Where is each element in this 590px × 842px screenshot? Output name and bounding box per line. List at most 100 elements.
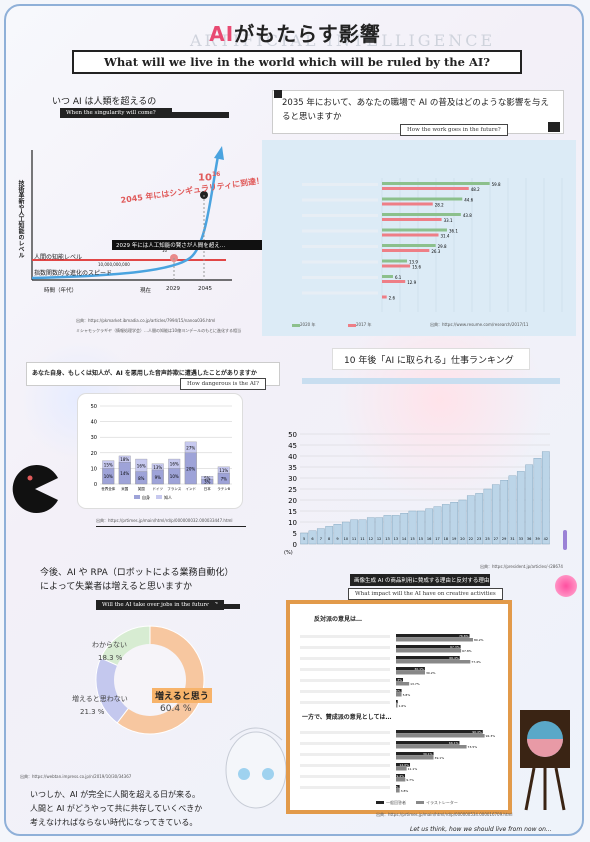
rank-bar-value: 27 bbox=[494, 537, 498, 541]
bar-illustrator bbox=[396, 704, 398, 708]
ranking-source: 出典：https://president.jp/articles/-/28674 bbox=[480, 564, 563, 569]
work-source: 出典：https://www.resume.com/research/2017/… bbox=[430, 322, 529, 327]
bar-label-friend: 15% bbox=[104, 463, 113, 468]
work-legend-2017: 2017 年 bbox=[356, 322, 372, 327]
category-label-placeholder bbox=[302, 229, 378, 233]
bar-label-self: 3% bbox=[204, 480, 211, 485]
bar-value: 13.9 bbox=[409, 260, 418, 265]
rank-bar-value: 36 bbox=[527, 537, 531, 541]
imagegen-chart: 76.6% 80.2% 67.3%67.8%66.4% 77.4% 30.1%30.2%… bbox=[300, 634, 495, 804]
bar-2017 bbox=[382, 249, 430, 252]
bar-value: 66.1% bbox=[449, 741, 459, 745]
rank-bar bbox=[333, 523, 342, 545]
rank-bar-value: 5 bbox=[303, 537, 305, 541]
singularity-tag: When the singularity will come? bbox=[60, 108, 172, 118]
rank-bar-value: 13 bbox=[394, 537, 398, 541]
bar-value: 3.8% bbox=[391, 785, 399, 789]
rank-bar bbox=[533, 458, 542, 545]
category-label: 英国 bbox=[138, 486, 145, 491]
bar-2017 bbox=[382, 187, 469, 190]
bar-illustrator bbox=[396, 682, 410, 686]
imagegen-legend-illustrator: イラストレーター bbox=[426, 800, 458, 805]
rank-bar bbox=[416, 510, 425, 545]
unemploy-pie bbox=[95, 625, 205, 735]
robot-face-illustration bbox=[225, 727, 287, 809]
y-tick-label: 45 bbox=[288, 442, 297, 450]
bar-general bbox=[396, 730, 483, 734]
reason-label-placeholder bbox=[300, 668, 390, 671]
rank-bar-value: 33 bbox=[519, 537, 523, 541]
human-line-label: 人間の知能レベル bbox=[34, 254, 83, 261]
bar-self bbox=[118, 462, 131, 485]
footer-text: Let us think, how we should live from no… bbox=[410, 826, 552, 833]
bar-value: 66.4% bbox=[449, 656, 459, 660]
against-heading: 反対派の意見は… bbox=[314, 616, 363, 623]
y-tick-label: 20 bbox=[91, 451, 97, 457]
bar-value: 12.9 bbox=[407, 280, 416, 285]
rank-bar-value: 10 bbox=[344, 537, 348, 541]
bar-label-self: 8% bbox=[138, 476, 145, 481]
bar-value: 36.1 bbox=[449, 229, 458, 234]
imagegen-heading: 画像生成 AI の商品利用に賛成する理由と反対する理由 bbox=[354, 578, 490, 584]
bar-value: 13.7% bbox=[410, 682, 420, 686]
bar-illustrator bbox=[396, 660, 471, 664]
rank-bar bbox=[516, 471, 525, 545]
yes-label: 増えると思う bbox=[152, 688, 212, 703]
bar-value: 76.6% bbox=[459, 634, 469, 638]
ranking-ylabel: (%) bbox=[284, 550, 293, 556]
pacman-icon bbox=[12, 465, 58, 513]
reason-label-placeholder bbox=[300, 635, 390, 638]
rank-bar-value: 23 bbox=[477, 537, 481, 541]
bar-general bbox=[396, 774, 406, 778]
bar-illustrator bbox=[396, 693, 402, 697]
legend-friend: 知人 bbox=[164, 494, 172, 500]
unemploy-heading-1: 今後、AI や RPA（ロボットによる業務自動化） bbox=[40, 568, 234, 578]
bar-general bbox=[396, 752, 434, 756]
bar-illustrator bbox=[396, 671, 425, 675]
page-subtitle: What will we live in the world which wil… bbox=[72, 50, 522, 74]
bar-self bbox=[168, 468, 181, 485]
bar-label-friend: 16% bbox=[170, 462, 179, 467]
pink-dot bbox=[555, 575, 577, 597]
no-label: 増えると思わない bbox=[72, 695, 128, 703]
bar-general bbox=[396, 700, 398, 704]
singularity-source: 出典：https://pkmarket.ibmadia.co.jp/articl… bbox=[76, 318, 216, 323]
rank-bar bbox=[441, 504, 450, 545]
reason-label-placeholder bbox=[300, 775, 390, 778]
rank-bar bbox=[408, 510, 417, 545]
rank-bar-value: 42 bbox=[544, 537, 548, 541]
y-tick-label: 30 bbox=[91, 435, 97, 441]
bar-value: 1.6% bbox=[399, 704, 407, 708]
bar-illustrator bbox=[396, 767, 407, 771]
category-label: 米国 bbox=[121, 486, 128, 491]
reason-label-placeholder bbox=[300, 679, 390, 682]
bar-value: 39.1% bbox=[423, 752, 433, 756]
work-tag: How the work goes in the future? bbox=[400, 124, 508, 136]
reason-label-placeholder bbox=[300, 786, 390, 789]
bar-value: 29.8 bbox=[438, 244, 447, 249]
y-tick-label: 10 bbox=[288, 519, 297, 527]
work-heading: 2035 年において、あなたの職場で AI の普及はどのような影響を与えると思い… bbox=[282, 98, 549, 122]
rank-bar-value: 29 bbox=[502, 537, 506, 541]
rank-bar-value: 11 bbox=[360, 537, 364, 541]
page-title: AIがもたらす影響 bbox=[209, 22, 381, 46]
singularity-chart bbox=[31, 146, 232, 281]
bar-label-self: 14% bbox=[120, 471, 129, 476]
bar-label-friend: 27% bbox=[186, 445, 195, 450]
rank-bar-value: 12 bbox=[369, 537, 373, 541]
bar-2017 bbox=[382, 264, 411, 268]
bar-value: 26.3 bbox=[431, 249, 440, 254]
bar-value: 73.5% bbox=[468, 745, 478, 749]
bar-value: 5.8% bbox=[403, 693, 411, 697]
y-tick-label: 30 bbox=[288, 475, 297, 483]
bar-self bbox=[102, 468, 115, 485]
black-band bbox=[165, 112, 229, 118]
bar-general bbox=[396, 741, 460, 745]
y-tick-label: 50 bbox=[91, 404, 97, 410]
reason-label-placeholder bbox=[300, 701, 390, 704]
bar-value: 3.8% bbox=[401, 789, 409, 793]
value-18: 10 bbox=[162, 248, 168, 253]
bar-2020 bbox=[382, 259, 408, 263]
rank-bar bbox=[300, 532, 309, 545]
imagegen-source: 出典：https://prtimes.jp/main/html/rd/p/000… bbox=[376, 812, 513, 817]
